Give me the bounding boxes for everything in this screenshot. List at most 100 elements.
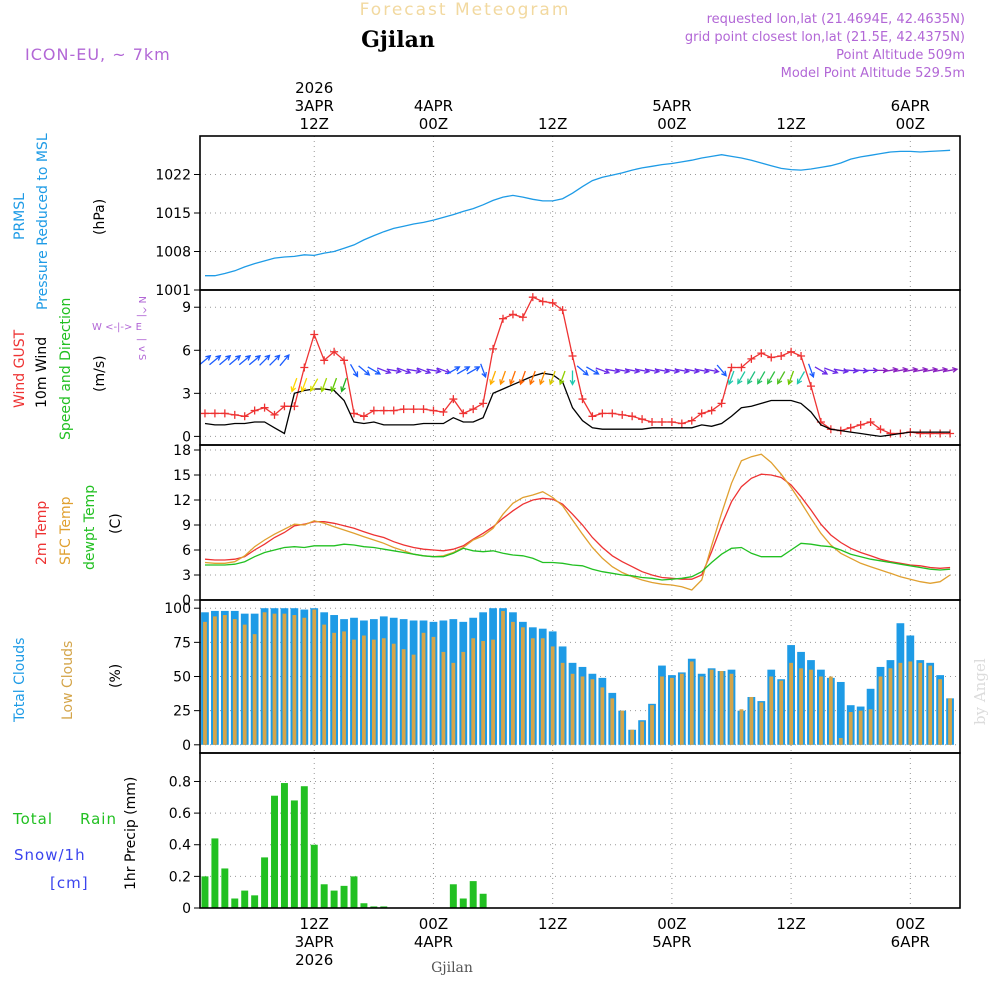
bar-low-clouds [252,634,257,745]
panel-clouds: 0 25 50 75 100 [164,599,961,754]
point-altitude: Point Altitude 509m [836,48,965,63]
bar-low-clouds [213,616,217,745]
bar-precip [251,895,259,908]
time-label: 12Z [300,915,329,933]
compass-n: N [136,296,147,303]
bar-low-clouds [312,609,317,745]
bar-low-clouds [809,669,813,745]
gust-point [568,352,577,361]
wind-direction-arrow [814,366,829,375]
bar-precip [459,898,467,908]
panel-temperature: 0 3 6 9 12 15 18 [173,443,961,609]
y-tick-label: 3 [182,568,191,584]
bar-precip [290,800,298,908]
time-label: 6APR [891,97,930,115]
wind-direction-arrow [777,371,786,385]
bar-precip [340,885,348,908]
bar-low-clouds [789,662,793,745]
time-label: 2026 [295,79,333,97]
bar-low-clouds [858,710,863,745]
bar-low-clouds [739,709,744,745]
panel-pressure: 1001 1008 1015 1022 [155,135,961,299]
gust-point [886,429,895,438]
bar-low-clouds [679,673,684,745]
gust-point [220,409,229,418]
precip-label-rain: Rain [80,810,117,828]
precip-label-snow: Snow/1h [14,846,86,864]
gust-point [320,356,329,365]
gust-point [310,330,319,339]
bar-low-clouds [828,676,833,745]
precip-label-unit: 1hr Precip (mm) [123,777,139,890]
y-tick-label: 100 [164,601,191,617]
gust-point [936,429,945,438]
y-tick-label: 75 [173,635,191,651]
gust-point [518,313,527,322]
time-label: 00Z [657,915,686,933]
y-tick-label: 0 [182,901,191,917]
wind-direction-arrow [843,367,860,374]
model-label: ICON-EU, ~ 7km [25,45,171,64]
gust-point [657,418,666,427]
gust-point [469,405,478,414]
bar-low-clouds [918,662,923,745]
bar-low-clouds [898,662,903,745]
wind-direction-arrow [310,378,319,392]
gust-point [300,363,309,372]
gust-point [618,410,627,419]
gust-point [280,402,289,411]
bar-low-clouds [222,615,227,745]
compass-bar-down: | [136,338,147,341]
bar-low-clouds [491,639,495,745]
y-tick-label: 18 [173,443,191,459]
gust-point [648,418,657,427]
wind-direction-arrow [446,366,461,375]
bar-low-clouds [590,679,595,745]
bar-low-clouds [391,643,396,745]
bar-low-clouds [749,696,754,745]
wind-label-unit: (m/s) [92,355,108,392]
bar-low-clouds [570,673,575,745]
wind-direction-arrow [248,354,262,366]
compass-rose: N ^ | W <-|-> E | v S [92,296,147,360]
wind-direction-arrow [386,367,402,374]
wind-direction-arrow [320,377,328,393]
temperature-labels: 2m Temp SFC Temp dewpt Temp (C) [34,485,124,570]
gust-point [499,314,508,323]
y-tick-label: 25 [173,704,191,720]
gust-point [856,420,865,429]
wind-direction-arrow [595,367,611,375]
wind-direction-arrow [796,371,806,385]
cloud-label-unit: (%) [108,664,124,688]
y-tick-label: 50 [173,670,191,686]
wind-direction-arrow [358,365,371,376]
bar-low-clouds [600,687,605,745]
bar-precip [221,868,229,908]
gust-point [876,425,885,434]
bar-low-clouds [799,668,803,745]
time-label: 12Z [776,115,805,133]
gust-point [538,297,547,306]
gust-point [578,395,587,404]
bar-low-clouds [322,624,327,745]
bar-low-clouds [620,710,625,745]
y-tick-label: 0.2 [169,869,191,885]
gust-point [200,409,209,418]
y-tick-label: 0 [182,429,191,445]
y-tick-label: 1015 [155,206,191,222]
wind-direction-arrow [209,354,222,366]
wind-direction-arrow [489,370,497,386]
location-title: Gjilan [361,27,435,53]
gust-point [797,352,806,361]
bar-precip [360,903,368,908]
time-label: 5APR [652,97,691,115]
wind-direction-arrow [199,354,212,366]
gust-point [588,412,597,421]
compass-arrow-down: v [136,346,147,352]
precip-labels: Total Rain Snow/1h [cm] 1hr Precip (mm) [12,777,139,892]
bar-low-clouds [441,651,446,745]
gust-point [508,310,517,319]
grid-point-coordinates: grid point closest lon,lat (21.5E, 42.43… [685,30,965,45]
compass-we: W <-|-> E [92,322,142,333]
wind-direction-arrow [576,365,589,376]
